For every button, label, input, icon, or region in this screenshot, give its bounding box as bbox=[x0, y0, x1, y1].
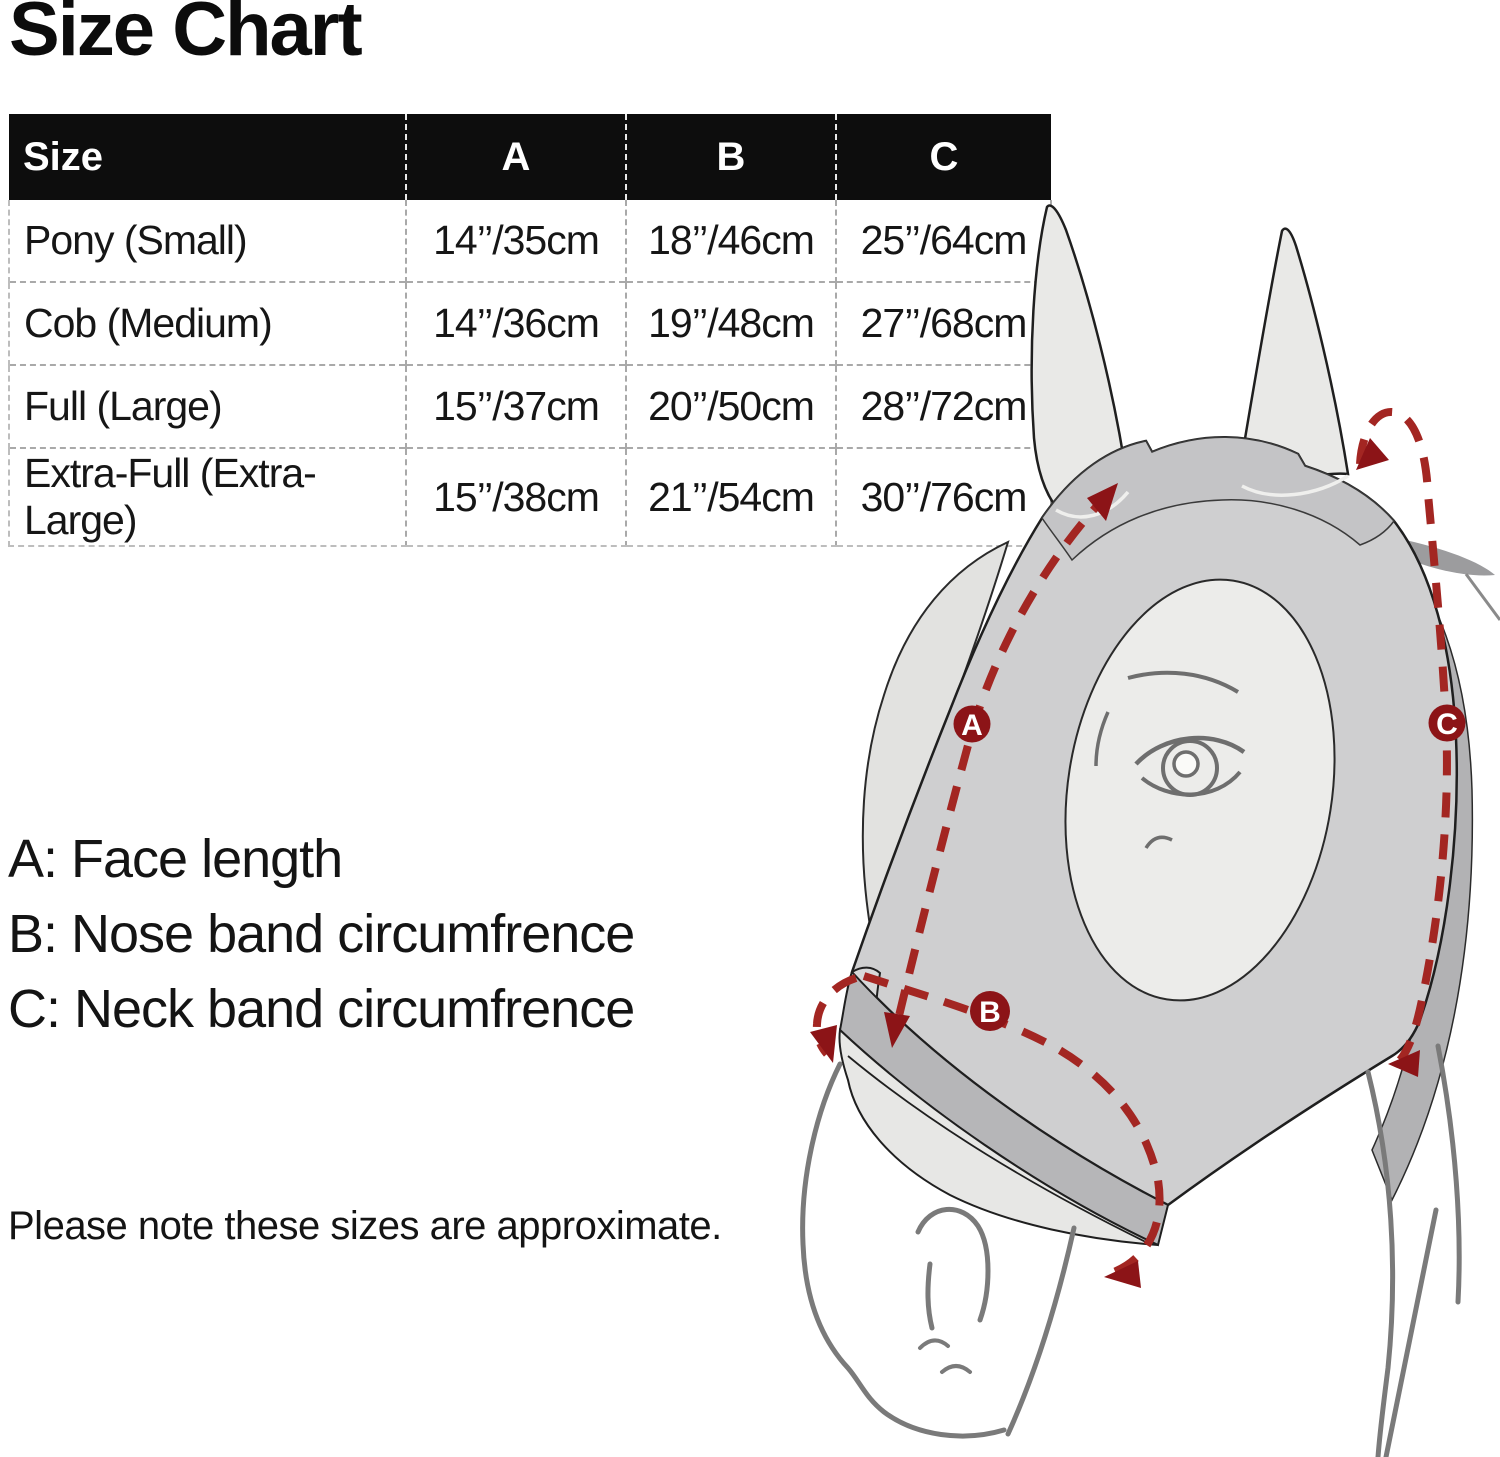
muzzle-inner-line bbox=[847, 1055, 1151, 1245]
legend-line-a: A: Face length bbox=[8, 829, 343, 889]
muzzle-piece bbox=[838, 1027, 1159, 1246]
value-b: 21’’/54cm bbox=[626, 447, 837, 547]
marker-b-circle bbox=[970, 991, 1010, 1031]
ear-hole-rim-right bbox=[1241, 474, 1349, 497]
value-a: 14’’/36cm bbox=[406, 281, 627, 365]
value-a: 15’’/38cm bbox=[406, 447, 627, 547]
size-name: Full (Large) bbox=[8, 364, 407, 448]
value-c: 30’’/76cm bbox=[836, 447, 1052, 547]
crown-band bbox=[1041, 436, 1395, 562]
size-name: Pony (Small) bbox=[8, 200, 407, 282]
size-name: Extra-Full (Extra-Large) bbox=[8, 447, 407, 547]
value-b: 18’’/46cm bbox=[626, 200, 837, 282]
marker-b-label: B bbox=[979, 996, 1001, 1029]
value-a: 14’’/35cm bbox=[406, 200, 627, 282]
marker-a-label: A bbox=[961, 709, 983, 742]
measurement-arrowheads bbox=[810, 438, 1420, 1288]
approximate-note: Please note these sizes are approximate. bbox=[8, 1204, 722, 1248]
ear-hole-rim-left bbox=[1055, 490, 1130, 519]
size-name: Cob (Medium) bbox=[8, 281, 407, 365]
fly-mask-body bbox=[850, 436, 1458, 1207]
mane-lock bbox=[1392, 538, 1495, 576]
size-table-wrapper: Size A B C Pony (Small) 14’’/35cm 18’’/4… bbox=[8, 114, 1052, 547]
nose-band bbox=[838, 970, 1170, 1247]
table-row: Pony (Small) 14’’/35cm 18’’/46cm 25’’/64… bbox=[8, 200, 1052, 282]
col-header-c: C bbox=[836, 114, 1051, 200]
arrowhead-b-end bbox=[1104, 1261, 1141, 1288]
table-row: Cob (Medium) 14’’/36cm 19’’/48cm 27’’/68… bbox=[8, 281, 1052, 365]
arrowhead-c-arch bbox=[1356, 438, 1389, 470]
col-header-a: A bbox=[406, 114, 627, 200]
legend-line-b: B: Nose band circumfrence bbox=[8, 904, 635, 964]
size-table-header-row: Size A B C bbox=[9, 114, 1051, 200]
value-b: 19’’/48cm bbox=[626, 281, 837, 365]
legend-line-c: C: Neck band circumfrence bbox=[8, 979, 635, 1039]
measurement-markers: A B C bbox=[953, 704, 1466, 1031]
value-a: 15’’/37cm bbox=[406, 364, 627, 448]
value-b: 20’’/50cm bbox=[626, 364, 837, 448]
arrowhead-a-bottom bbox=[884, 1012, 910, 1048]
nose-band-tab bbox=[845, 966, 882, 1042]
size-table: Size A B C Pony (Small) 14’’/35cm 18’’/4… bbox=[8, 114, 1052, 547]
col-header-size: Size bbox=[9, 114, 407, 200]
measurement-legend: A: Face length B: Nose band circumfrence… bbox=[8, 822, 635, 1047]
neck-behind bbox=[1337, 503, 1474, 1202]
marker-c-label: C bbox=[1436, 708, 1458, 741]
value-c: 28’’/72cm bbox=[836, 364, 1052, 448]
right-ear bbox=[1238, 227, 1350, 494]
far-cheek bbox=[861, 540, 1010, 1032]
arrowhead-c-end bbox=[1388, 1050, 1420, 1077]
table-row: Extra-Full (Extra-Large) 15’’/38cm 21’’/… bbox=[8, 447, 1052, 547]
marker-c-circle bbox=[1428, 704, 1466, 742]
col-header-b: B bbox=[626, 114, 837, 200]
mane-line bbox=[1464, 573, 1500, 621]
table-row: Full (Large) 15’’/37cm 20’’/50cm 28’’/72… bbox=[8, 364, 1052, 448]
measurement-line-a bbox=[894, 489, 1113, 1021]
value-c: 25’’/64cm bbox=[836, 200, 1052, 282]
measurement-line-b bbox=[862, 972, 1164, 1276]
marker-a-circle bbox=[953, 705, 991, 743]
measurement-line-c bbox=[1356, 408, 1451, 1063]
head-sketch-lines bbox=[800, 1043, 1462, 1457]
arrowhead-a-top bbox=[1087, 483, 1118, 521]
measurement-loop-b-front bbox=[812, 974, 858, 1057]
arrowhead-b-front bbox=[810, 1025, 837, 1063]
eye-mesh-panel bbox=[1064, 578, 1336, 1002]
page-title: Size Chart bbox=[9, 0, 363, 72]
eye-sketch bbox=[1094, 670, 1246, 849]
value-c: 27’’/68cm bbox=[836, 281, 1052, 365]
